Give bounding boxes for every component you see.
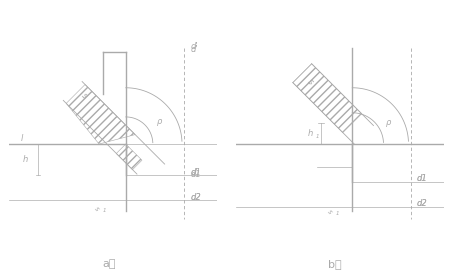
Text: 1: 1 — [336, 211, 339, 216]
Text: 1: 1 — [103, 208, 106, 213]
Text: d1: d1 — [190, 168, 201, 177]
Text: d': d' — [190, 168, 198, 177]
Text: d1: d1 — [417, 174, 428, 183]
Text: l: l — [20, 134, 23, 143]
Text: s: s — [93, 205, 100, 212]
Polygon shape — [293, 64, 361, 133]
Text: h: h — [23, 155, 29, 164]
Polygon shape — [66, 84, 135, 144]
Text: d1: d1 — [190, 170, 201, 179]
Text: s: s — [79, 91, 89, 101]
Text: $\rho$: $\rho$ — [156, 117, 163, 128]
Polygon shape — [116, 144, 142, 170]
Text: d1: d1 — [417, 174, 428, 183]
Text: 1: 1 — [316, 134, 319, 139]
Text: s: s — [306, 77, 315, 86]
Text: d2: d2 — [417, 199, 428, 208]
Text: d2: d2 — [190, 193, 201, 202]
Text: d': d' — [190, 44, 198, 53]
Text: a）: a） — [102, 259, 116, 269]
Text: h: h — [308, 129, 313, 138]
Text: s: s — [326, 208, 333, 215]
Text: b）: b） — [328, 259, 342, 269]
Text: d': d' — [190, 42, 198, 51]
Text: d2: d2 — [190, 193, 201, 202]
Text: d2: d2 — [417, 199, 428, 208]
Text: $\rho$: $\rho$ — [385, 118, 392, 129]
